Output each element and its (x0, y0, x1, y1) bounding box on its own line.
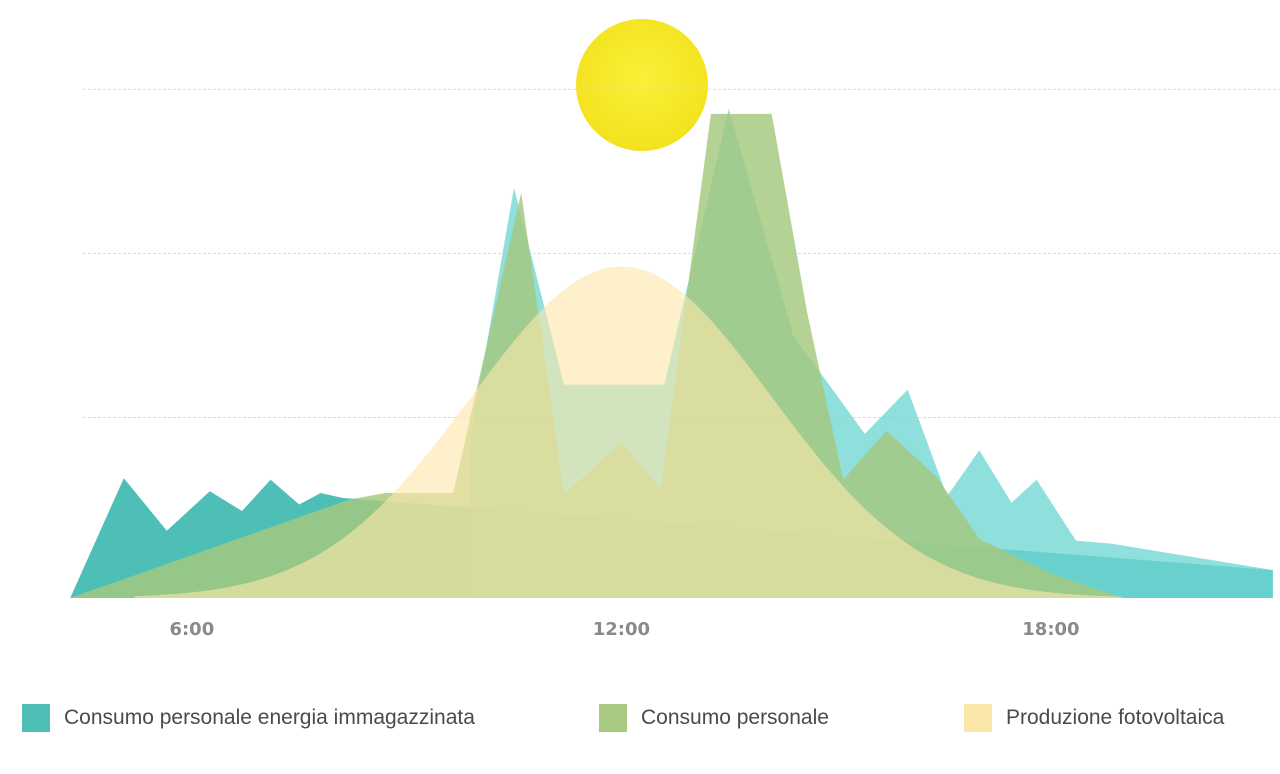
area-pv-production (134, 266, 1123, 598)
legend-item-self-consumption: Consumo personale (599, 704, 829, 732)
legend-label-stored-energy: Consumo personale energia immagazzinata (64, 706, 475, 729)
legend-label-pv-production: Produzione fotovoltaica (1006, 706, 1225, 729)
legend-swatch-self-consumption (599, 704, 627, 732)
legend-item-stored-energy: Consumo personale energia immagazzinata (22, 704, 475, 732)
plot-areas (70, 108, 1273, 599)
x-tick-label: 6:00 (169, 619, 214, 640)
x-axis-ticks: 6:00 12:00 18:00 (169, 619, 1079, 640)
legend-item-pv-production: Produzione fotovoltaica (964, 704, 1224, 732)
sun-icon (576, 19, 708, 151)
legend-label-self-consumption: Consumo personale (641, 706, 829, 729)
legend-swatch-pv-production (964, 704, 992, 732)
x-tick-label: 18:00 (1022, 619, 1079, 640)
legend-swatch-stored-energy (22, 704, 50, 732)
x-tick-label: 12:00 (593, 619, 650, 640)
legend: Consumo personale energia immagazzinata … (0, 704, 1280, 736)
gridlines (83, 88, 1280, 418)
